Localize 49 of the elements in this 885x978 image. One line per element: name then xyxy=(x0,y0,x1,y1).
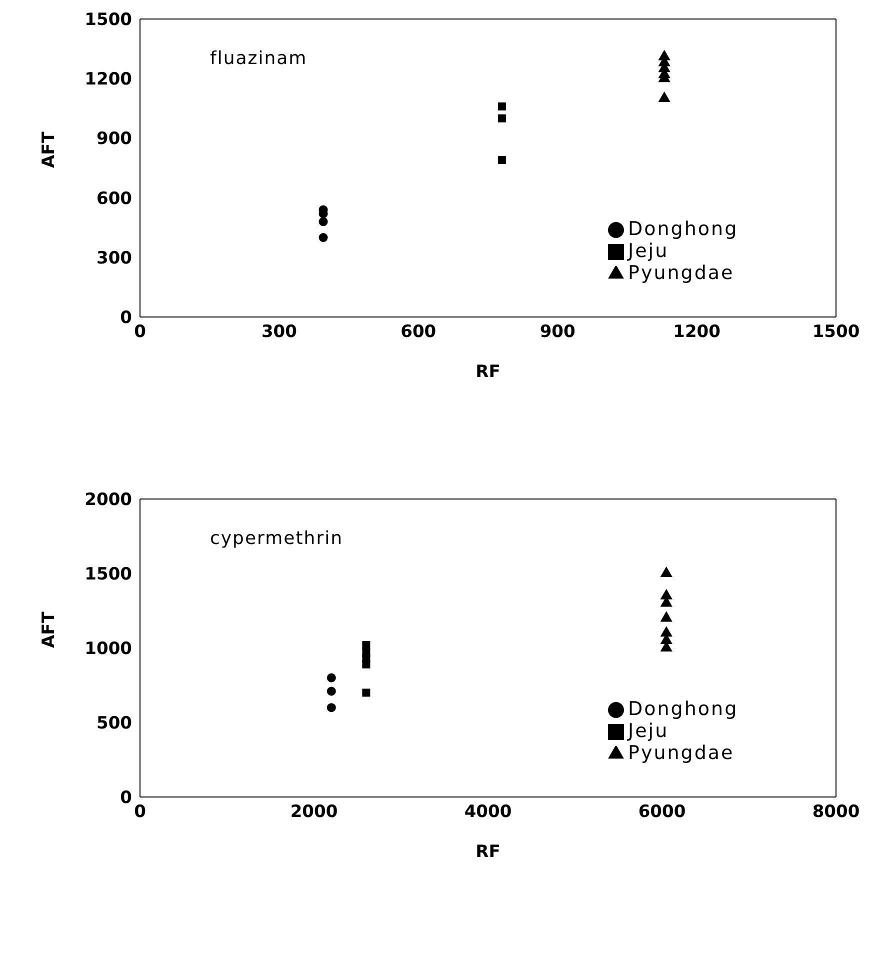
y-tick-label: 1500 xyxy=(84,10,132,30)
y-tick-label: 1200 xyxy=(84,70,132,90)
text: cypermethrin xyxy=(210,528,344,549)
x-tick-label: 1500 xyxy=(812,322,860,342)
point xyxy=(498,156,506,164)
y-tick-label: 300 xyxy=(96,248,132,268)
x-tick-label: 6000 xyxy=(638,802,686,822)
point xyxy=(498,102,506,110)
y-tick-label: 1500 xyxy=(84,564,132,585)
legend-label: Jeju xyxy=(628,720,669,742)
y-axis-title: AFT xyxy=(39,611,60,648)
x-tick-label: 0 xyxy=(134,322,146,342)
point xyxy=(326,673,336,682)
point xyxy=(326,703,336,712)
x-axis-title: RF xyxy=(476,842,500,862)
point xyxy=(658,91,670,102)
point xyxy=(326,686,336,696)
y-tick-label: 500 xyxy=(96,714,132,734)
y-tick-label: 1000 xyxy=(84,639,132,660)
point xyxy=(660,588,672,600)
text: fluazinam xyxy=(210,48,308,69)
point xyxy=(498,114,506,122)
x-tick-label: 300 xyxy=(261,322,298,342)
legend-label: Pyungdae xyxy=(628,262,734,284)
x-axis-title: RF xyxy=(476,362,500,382)
point xyxy=(362,641,370,650)
y-tick-label: 0 xyxy=(120,788,132,808)
x-tick-label: 4000 xyxy=(464,802,512,822)
y-tick-label: 2000 xyxy=(84,490,132,510)
y-axis-title: AFT xyxy=(39,131,60,168)
x-tick-label: 600 xyxy=(400,322,436,342)
legend-label: Pyungdae xyxy=(628,742,734,764)
point xyxy=(318,233,328,242)
legend-label: Jeju xyxy=(628,240,669,262)
y-tick-label: 600 xyxy=(96,188,132,209)
point xyxy=(660,566,672,578)
point xyxy=(362,660,370,668)
x-tick-label: 1200 xyxy=(673,322,721,342)
x-tick-label: 2000 xyxy=(290,802,338,822)
y-tick-label: 900 xyxy=(96,129,132,150)
x-tick-label: 0 xyxy=(134,802,146,822)
y-tick-label: 0 xyxy=(120,308,132,328)
legend-label: Donghong xyxy=(628,698,738,720)
legend-label: Donghong xyxy=(628,218,738,240)
point xyxy=(362,688,370,697)
x-tick-label: 8000 xyxy=(812,802,860,822)
point xyxy=(318,217,328,226)
point xyxy=(660,611,672,622)
x-tick-label: 900 xyxy=(540,322,576,342)
